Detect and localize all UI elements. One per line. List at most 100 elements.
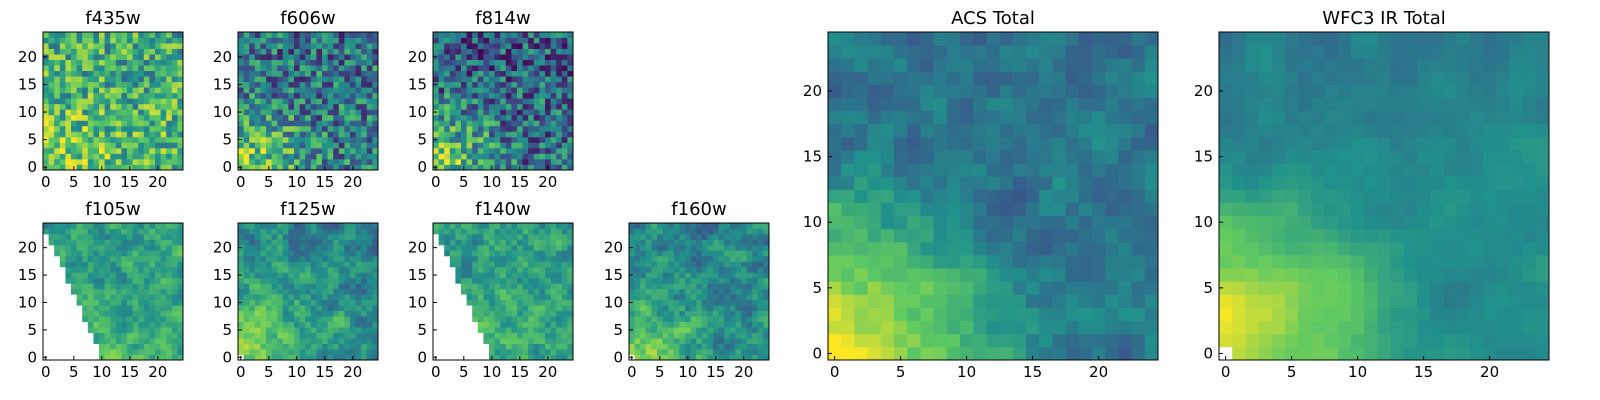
heatmap-cell (115, 65, 122, 72)
heatmap-cell (724, 343, 731, 350)
heatmap-cell (511, 244, 518, 251)
heatmap-cell (894, 294, 908, 308)
heatmap-cell (155, 233, 161, 240)
heatmap-cell (333, 76, 340, 83)
heatmap-cell (472, 310, 479, 317)
heatmap-cell (238, 92, 244, 99)
heatmap-cell (1390, 320, 1405, 335)
heatmap-cell (713, 283, 719, 290)
heatmap-cell (466, 54, 473, 60)
heatmap-cell (260, 283, 267, 290)
heatmap-cell (322, 294, 328, 301)
heatmap-cell (121, 164, 128, 171)
heatmap-cell (249, 48, 256, 55)
heatmap-cell (449, 76, 456, 83)
heatmap-cell (539, 76, 546, 83)
heatmap-cell (629, 266, 635, 273)
heatmap-cell (350, 125, 356, 132)
heatmap-cell (461, 283, 467, 290)
heatmap-cell (294, 147, 300, 154)
heatmap-cell (746, 294, 753, 301)
heatmap-cell (500, 244, 507, 251)
heatmap-cell (43, 153, 49, 160)
heatmap-cell (651, 294, 658, 301)
heatmap-cell (294, 54, 300, 60)
heatmap-cell (933, 346, 948, 361)
heatmap-cell (355, 125, 362, 132)
heatmap-cell (1026, 136, 1040, 151)
heatmap-cell (528, 228, 535, 235)
heatmap-cell (288, 65, 295, 72)
heatmap-cell (372, 299, 379, 306)
heatmap-cell (880, 294, 895, 308)
heatmap-cell (746, 228, 753, 235)
heatmap-cell (93, 332, 100, 339)
heatmap-cell (132, 32, 139, 38)
heatmap-cell (294, 343, 300, 350)
heatmap-cell (59, 223, 66, 229)
heatmap-cell (986, 346, 1000, 361)
heatmap-cell (87, 228, 94, 235)
heatmap-cell (282, 87, 289, 94)
heatmap-cell (110, 48, 117, 55)
heatmap-cell (266, 277, 272, 284)
heatmap-cell (82, 294, 89, 301)
heatmap-cell (361, 255, 368, 262)
heatmap-cell (438, 223, 445, 229)
x-tick-label: 20 (148, 363, 167, 381)
heatmap-cell (567, 76, 574, 83)
heatmap-cell (160, 153, 167, 160)
heatmap-cell (466, 125, 473, 132)
heatmap-cell (177, 32, 184, 38)
heatmap-cell (316, 158, 323, 165)
heatmap-cell (477, 153, 484, 160)
heatmap-cell (155, 338, 161, 344)
heatmap-cell (138, 310, 145, 317)
heatmap-cell (299, 354, 306, 361)
heatmap-cell (673, 310, 680, 317)
heatmap-cell (338, 255, 345, 262)
heatmap-cell (238, 87, 244, 94)
heatmap-cell (138, 239, 145, 246)
heatmap-cell (449, 98, 456, 105)
heatmap-cell (1039, 281, 1053, 295)
heatmap-cell (99, 228, 105, 235)
heatmap-cell (449, 87, 456, 94)
heatmap-cell (143, 59, 150, 66)
heatmap-cell (166, 250, 173, 257)
heatmap-cell (517, 288, 523, 295)
heatmap-cell (166, 244, 173, 251)
heatmap-cell (65, 87, 72, 94)
heatmap-cell (316, 125, 323, 132)
heatmap-cell (634, 239, 641, 246)
heatmap-cell (282, 147, 289, 154)
heatmap-cell (355, 92, 362, 99)
heatmap-cell (746, 299, 753, 306)
heatmap-cell (505, 261, 512, 268)
heatmap-cell (539, 87, 546, 94)
heatmap-cell (561, 43, 568, 49)
heatmap-cell (477, 114, 484, 121)
heatmap-cell (1039, 268, 1053, 282)
heatmap-cell (444, 153, 451, 160)
heatmap-cell (87, 136, 94, 143)
heatmap-cell (1105, 176, 1119, 190)
heatmap-cell (65, 272, 72, 279)
heatmap-cell (48, 228, 55, 235)
heatmap-cell (449, 32, 456, 38)
heatmap-cell (177, 142, 184, 149)
heatmap-cell (854, 163, 868, 177)
heatmap-cell (707, 316, 714, 323)
heatmap-cell (713, 327, 719, 333)
heatmap-cell (444, 65, 451, 72)
heatmap-cell (110, 332, 117, 339)
heatmap-cell (333, 103, 340, 110)
heatmap-cell (305, 244, 312, 251)
heatmap-cell (1092, 281, 1106, 295)
heatmap-cell (254, 261, 261, 268)
heatmap-cell (679, 316, 686, 323)
heatmap-cell (327, 98, 334, 105)
heatmap-cell (327, 338, 334, 344)
heatmap-cell (238, 343, 244, 350)
heatmap-cell (1144, 136, 1159, 151)
